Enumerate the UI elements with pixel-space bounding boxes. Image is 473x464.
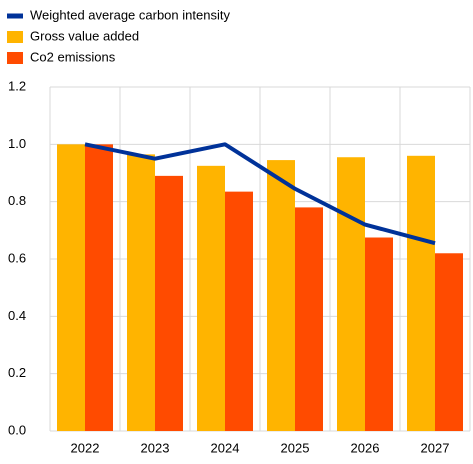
bar <box>295 207 323 431</box>
y-tick-label: 0.2 <box>8 365 26 380</box>
legend-swatch <box>7 31 23 43</box>
x-tick-label: 2024 <box>211 440 240 455</box>
legend-swatch <box>7 13 23 19</box>
bar <box>127 154 155 431</box>
bar <box>155 175 183 431</box>
legend-label: Gross value added <box>30 28 139 43</box>
bar <box>267 160 295 431</box>
x-tick-label: 2023 <box>141 440 170 455</box>
bar <box>337 157 365 431</box>
y-tick-label: 0.0 <box>8 422 26 437</box>
bar <box>225 191 253 431</box>
x-tick-label: 2026 <box>351 440 380 455</box>
y-tick-label: 0.6 <box>8 250 26 265</box>
legend-swatch <box>7 52 23 64</box>
x-tick-label: 2025 <box>281 440 310 455</box>
x-tick-label: 2027 <box>421 440 450 455</box>
bar <box>435 253 463 431</box>
bar <box>85 144 113 432</box>
legend-label: Weighted average carbon intensity <box>30 7 230 22</box>
line <box>84 142 436 246</box>
legend-label: Co2 emissions <box>30 49 116 64</box>
bar <box>197 165 225 432</box>
bar <box>57 144 85 432</box>
y-tick-label: 0.4 <box>8 308 26 323</box>
x-tick-label: 2022 <box>71 440 100 455</box>
y-tick-label: 1.0 <box>8 136 26 151</box>
y-tick-label: 0.8 <box>8 193 26 208</box>
bar <box>365 237 393 431</box>
bar <box>407 155 435 432</box>
y-tick-label: 1.2 <box>8 78 26 93</box>
